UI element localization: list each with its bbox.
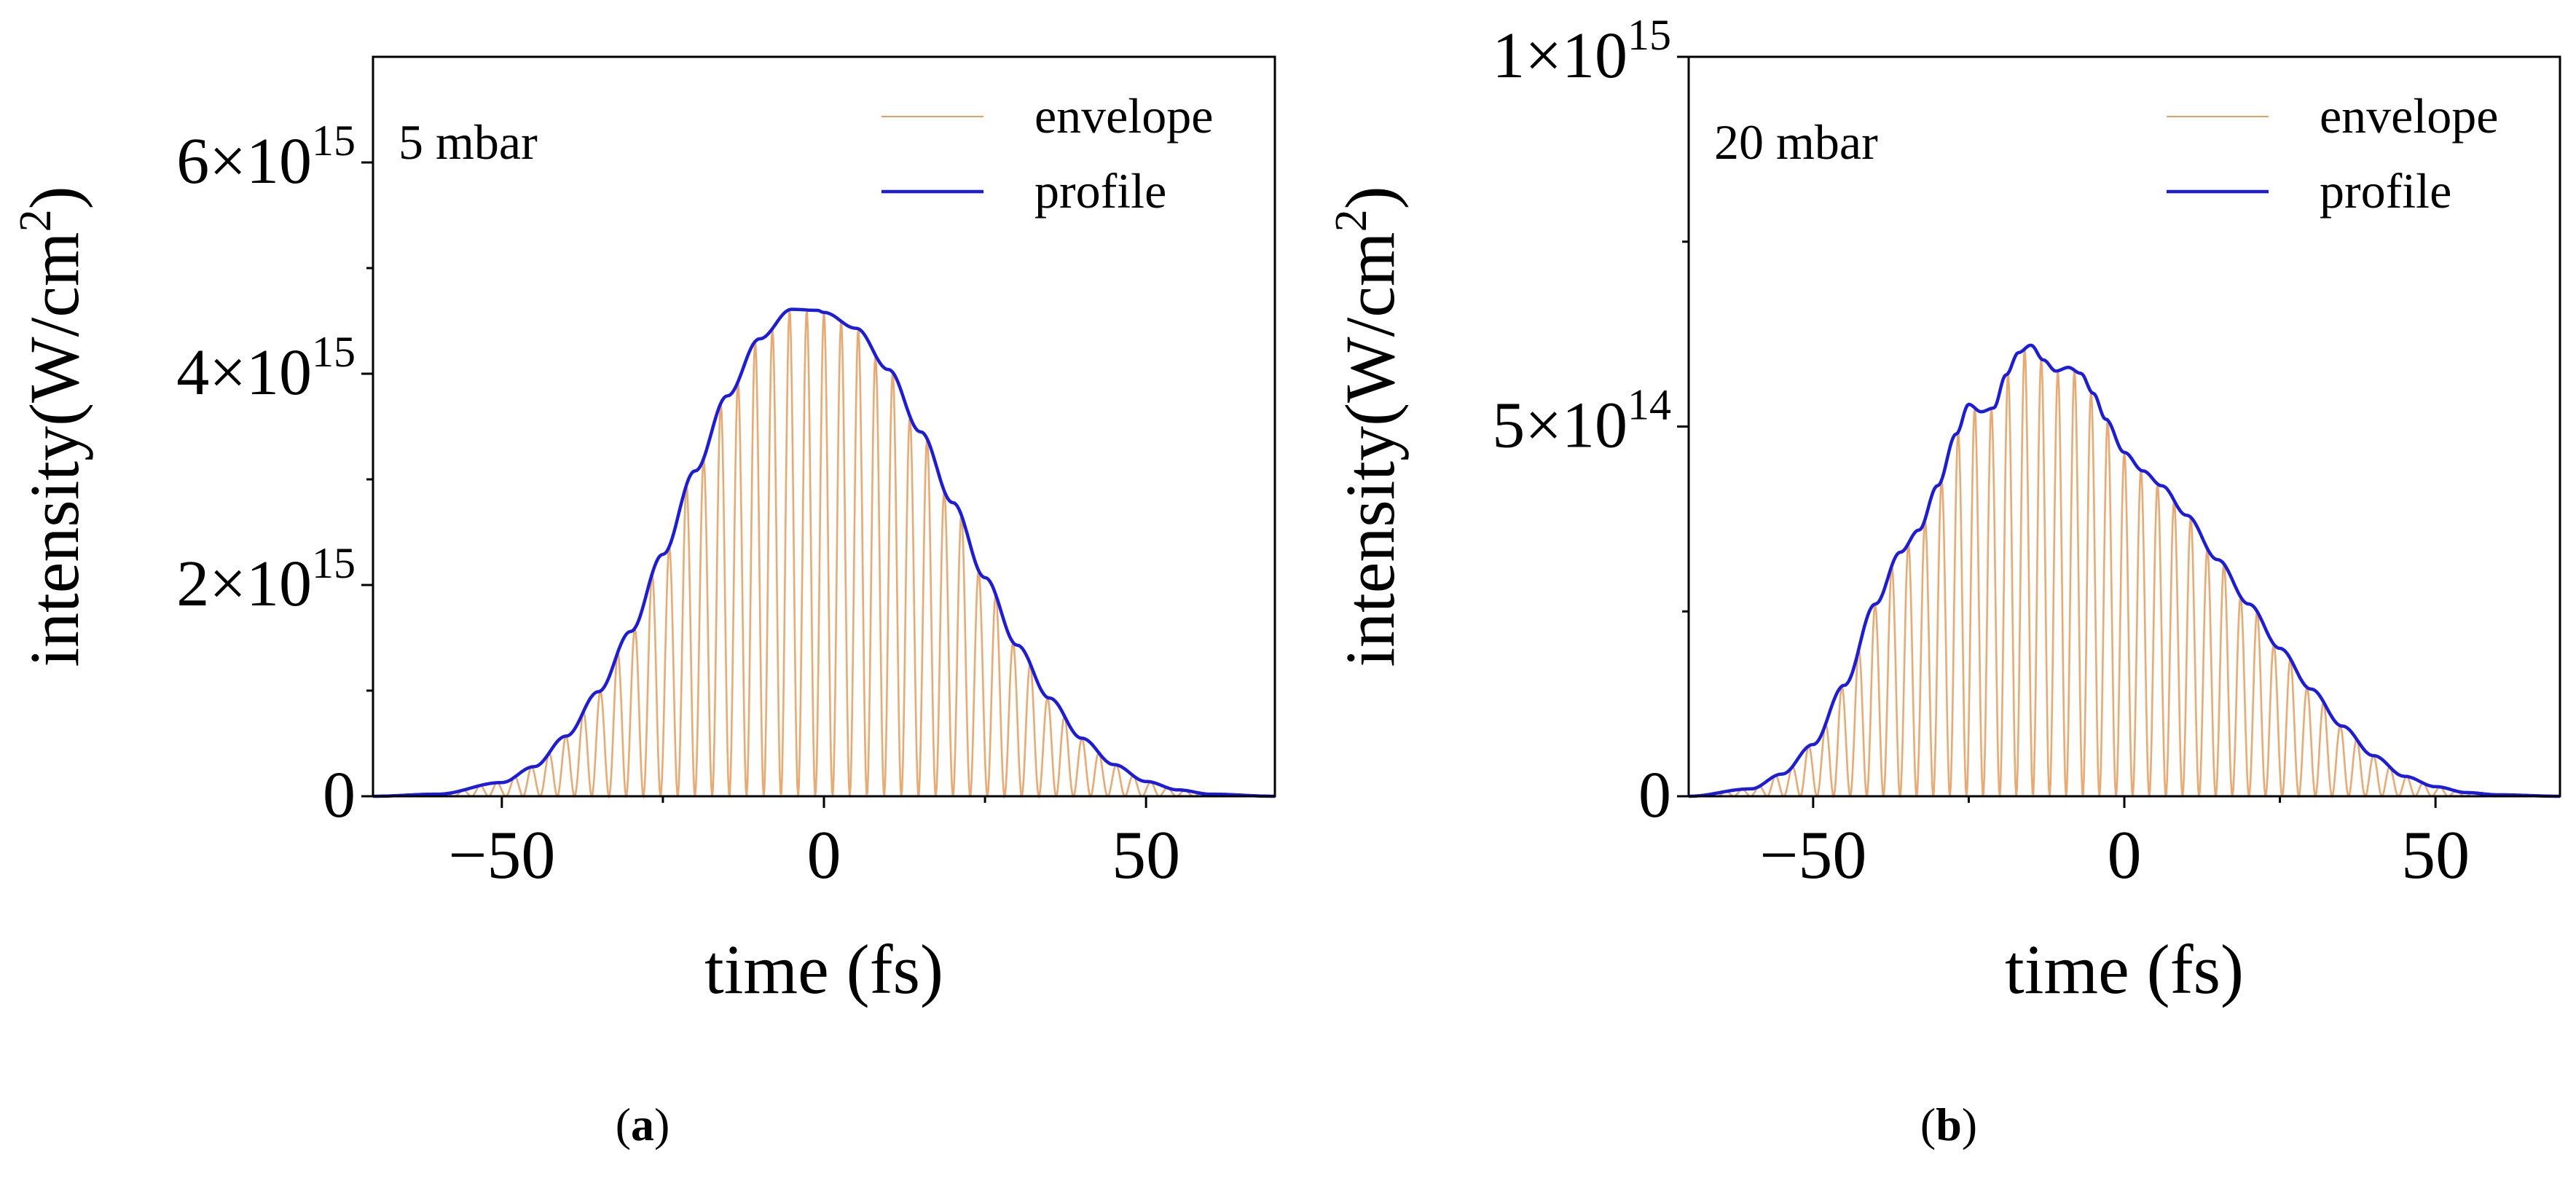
y-tick-label-b: 5×1014 bbox=[1492, 381, 1671, 462]
y-tick-mantissa: 5×10 bbox=[1492, 390, 1627, 462]
panel-b-chart: −50 0 50 0 5×1014 1×1015 time (fs) intensity(W/… bbox=[1327, 11, 2561, 1008]
y-label-close: ) bbox=[1331, 186, 1409, 209]
y-tick-label-b: 0 bbox=[1638, 759, 1671, 831]
y-tick-exponent: 15 bbox=[312, 328, 356, 376]
y-tick-label-a: 4×1015 bbox=[176, 328, 356, 409]
x-tick-label-b: 50 bbox=[2401, 817, 2470, 893]
y-label-superscript: 2 bbox=[1327, 209, 1376, 232]
envelope-series-line-a bbox=[373, 310, 1275, 800]
y-label-close: ) bbox=[15, 186, 93, 209]
y-tick-label-a: 0 bbox=[323, 759, 356, 831]
y-tick-label-b: 1×1015 bbox=[1492, 11, 1671, 92]
x-tick-label-b: −50 bbox=[1759, 817, 1866, 893]
panel-b-caption: (b) bbox=[1920, 1099, 1977, 1150]
x-tick-label-a: 0 bbox=[807, 817, 841, 893]
y-tick-mantissa: 0 bbox=[1638, 759, 1671, 831]
y-tick-mantissa: 0 bbox=[323, 759, 356, 831]
profile-series-line-a bbox=[373, 307, 1275, 798]
legend-label-profile-b: profile bbox=[2320, 163, 2451, 219]
panel-b-letter: b bbox=[1936, 1099, 1962, 1150]
x-tick-label-a: −50 bbox=[448, 817, 555, 893]
panel-a-caption: (a) bbox=[616, 1099, 670, 1150]
pressure-annotation-b: 20 mbar bbox=[1714, 114, 1878, 170]
x-tick-label-b: 0 bbox=[2108, 817, 2142, 893]
y-tick-label-a: 6×1015 bbox=[176, 117, 356, 197]
y-axis-label-b: intensity(W/cm2) bbox=[1327, 186, 1409, 667]
legend-label-envelope-b: envelope bbox=[2320, 88, 2498, 144]
envelope-series-line-b bbox=[1689, 349, 2560, 799]
panel-a-letter: a bbox=[631, 1099, 654, 1150]
pressure-annotation-a: 5 mbar bbox=[398, 114, 538, 170]
x-axis-label-a: time (fs) bbox=[704, 930, 943, 1008]
y-tick-mantissa: 1×10 bbox=[1492, 20, 1627, 92]
y-label-text: intensity(W/cm bbox=[1331, 232, 1409, 667]
legend-label-profile-a: profile bbox=[1034, 163, 1166, 219]
legend-label-envelope-a: envelope bbox=[1034, 88, 1213, 144]
x-tick-label-a: 50 bbox=[1112, 817, 1180, 893]
y-tick-label-a: 2×1015 bbox=[176, 539, 356, 620]
y-tick-exponent: 15 bbox=[1627, 11, 1671, 59]
profile-series-line-b bbox=[1689, 343, 2560, 798]
x-axis-label-b: time (fs) bbox=[2005, 930, 2244, 1008]
y-axis-label-a: intensity(W/cm2) bbox=[11, 186, 93, 667]
y-tick-exponent: 15 bbox=[312, 117, 356, 165]
y-tick-exponent: 15 bbox=[312, 539, 356, 587]
y-tick-mantissa: 2×10 bbox=[176, 548, 312, 620]
y-label-text: intensity(W/cm bbox=[15, 232, 93, 667]
y-tick-exponent: 14 bbox=[1627, 381, 1671, 429]
y-tick-mantissa: 6×10 bbox=[176, 125, 312, 197]
y-tick-mantissa: 4×10 bbox=[176, 337, 312, 409]
y-label-superscript: 2 bbox=[11, 209, 60, 232]
